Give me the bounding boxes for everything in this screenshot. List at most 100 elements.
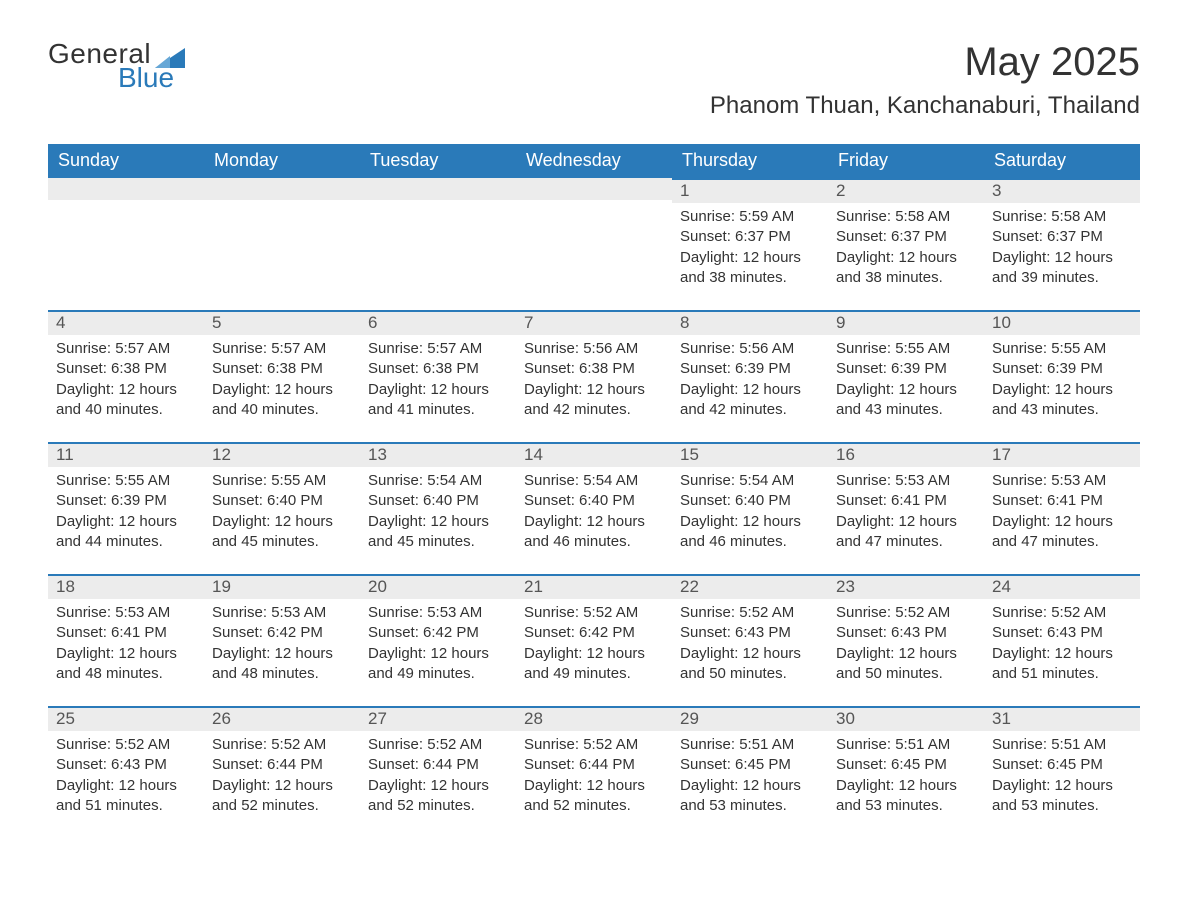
daylight-line: Daylight: 12 hours and 42 minutes. (524, 380, 664, 421)
day-number: 26 (204, 706, 360, 731)
calendar-cell: 19Sunrise: 5:53 AMSunset: 6:42 PMDayligh… (204, 574, 360, 706)
daylight-line: Daylight: 12 hours and 48 minutes. (212, 644, 352, 685)
calendar-cell: 12Sunrise: 5:55 AMSunset: 6:40 PMDayligh… (204, 442, 360, 574)
day-body: Sunrise: 5:52 AMSunset: 6:43 PMDaylight:… (828, 599, 984, 684)
daylight-line: Daylight: 12 hours and 38 minutes. (680, 248, 820, 289)
logo: General Blue (48, 40, 185, 92)
sunset-line: Sunset: 6:37 PM (992, 227, 1132, 247)
day-number: 10 (984, 310, 1140, 335)
sunset-line: Sunset: 6:41 PM (836, 491, 976, 511)
day-body: Sunrise: 5:53 AMSunset: 6:42 PMDaylight:… (360, 599, 516, 684)
sunset-line: Sunset: 6:38 PM (368, 359, 508, 379)
calendar-cell: 22Sunrise: 5:52 AMSunset: 6:43 PMDayligh… (672, 574, 828, 706)
day-body: Sunrise: 5:52 AMSunset: 6:44 PMDaylight:… (516, 731, 672, 816)
calendar-cell-empty (204, 178, 360, 310)
day-body: Sunrise: 5:51 AMSunset: 6:45 PMDaylight:… (984, 731, 1140, 816)
day-number: 13 (360, 442, 516, 467)
day-body: Sunrise: 5:53 AMSunset: 6:41 PMDaylight:… (828, 467, 984, 552)
sunrise-line: Sunrise: 5:51 AM (836, 735, 976, 755)
calendar-cell: 15Sunrise: 5:54 AMSunset: 6:40 PMDayligh… (672, 442, 828, 574)
weekday-header: Thursday (672, 144, 828, 178)
day-body: Sunrise: 5:53 AMSunset: 6:41 PMDaylight:… (984, 467, 1140, 552)
daylight-line: Daylight: 12 hours and 53 minutes. (680, 776, 820, 817)
day-body: Sunrise: 5:58 AMSunset: 6:37 PMDaylight:… (984, 203, 1140, 288)
title-block: May 2025 Phanom Thuan, Kanchanaburi, Tha… (710, 40, 1140, 134)
day-body: Sunrise: 5:54 AMSunset: 6:40 PMDaylight:… (672, 467, 828, 552)
sunrise-line: Sunrise: 5:59 AM (680, 207, 820, 227)
daylight-line: Daylight: 12 hours and 38 minutes. (836, 248, 976, 289)
sunset-line: Sunset: 6:41 PM (56, 623, 196, 643)
sunrise-line: Sunrise: 5:55 AM (836, 339, 976, 359)
calendar-cell-empty (516, 178, 672, 310)
sunrise-line: Sunrise: 5:52 AM (368, 735, 508, 755)
daylight-line: Daylight: 12 hours and 40 minutes. (212, 380, 352, 421)
sunrise-line: Sunrise: 5:54 AM (680, 471, 820, 491)
day-number: 15 (672, 442, 828, 467)
sunset-line: Sunset: 6:40 PM (680, 491, 820, 511)
day-number: 28 (516, 706, 672, 731)
day-number-empty (516, 178, 672, 200)
sunset-line: Sunset: 6:37 PM (680, 227, 820, 247)
sunset-line: Sunset: 6:44 PM (524, 755, 664, 775)
sunset-line: Sunset: 6:39 PM (992, 359, 1132, 379)
header: General Blue May 2025 Phanom Thuan, Kanc… (48, 40, 1140, 134)
calendar-cell: 3Sunrise: 5:58 AMSunset: 6:37 PMDaylight… (984, 178, 1140, 310)
day-body: Sunrise: 5:51 AMSunset: 6:45 PMDaylight:… (828, 731, 984, 816)
sunset-line: Sunset: 6:42 PM (524, 623, 664, 643)
daylight-line: Daylight: 12 hours and 53 minutes. (992, 776, 1132, 817)
day-body: Sunrise: 5:52 AMSunset: 6:43 PMDaylight:… (48, 731, 204, 816)
sunrise-line: Sunrise: 5:53 AM (368, 603, 508, 623)
weekday-header: Sunday (48, 144, 204, 178)
day-number: 3 (984, 178, 1140, 203)
day-body: Sunrise: 5:52 AMSunset: 6:43 PMDaylight:… (984, 599, 1140, 684)
daylight-line: Daylight: 12 hours and 46 minutes. (524, 512, 664, 553)
day-number: 12 (204, 442, 360, 467)
daylight-line: Daylight: 12 hours and 43 minutes. (992, 380, 1132, 421)
sunrise-line: Sunrise: 5:56 AM (524, 339, 664, 359)
day-number: 21 (516, 574, 672, 599)
sunrise-line: Sunrise: 5:54 AM (524, 471, 664, 491)
day-body: Sunrise: 5:55 AMSunset: 6:40 PMDaylight:… (204, 467, 360, 552)
sunset-line: Sunset: 6:40 PM (212, 491, 352, 511)
sunrise-line: Sunrise: 5:51 AM (680, 735, 820, 755)
sunset-line: Sunset: 6:44 PM (368, 755, 508, 775)
calendar-cell: 5Sunrise: 5:57 AMSunset: 6:38 PMDaylight… (204, 310, 360, 442)
calendar-cell: 26Sunrise: 5:52 AMSunset: 6:44 PMDayligh… (204, 706, 360, 838)
calendar-cell: 7Sunrise: 5:56 AMSunset: 6:38 PMDaylight… (516, 310, 672, 442)
calendar-cell: 24Sunrise: 5:52 AMSunset: 6:43 PMDayligh… (984, 574, 1140, 706)
day-number: 1 (672, 178, 828, 203)
daylight-line: Daylight: 12 hours and 46 minutes. (680, 512, 820, 553)
calendar-cell-empty (360, 178, 516, 310)
calendar-cell: 2Sunrise: 5:58 AMSunset: 6:37 PMDaylight… (828, 178, 984, 310)
day-body: Sunrise: 5:58 AMSunset: 6:37 PMDaylight:… (828, 203, 984, 288)
sunset-line: Sunset: 6:39 PM (680, 359, 820, 379)
daylight-line: Daylight: 12 hours and 49 minutes. (368, 644, 508, 685)
weekday-header: Friday (828, 144, 984, 178)
day-body: Sunrise: 5:59 AMSunset: 6:37 PMDaylight:… (672, 203, 828, 288)
calendar-cell: 16Sunrise: 5:53 AMSunset: 6:41 PMDayligh… (828, 442, 984, 574)
daylight-line: Daylight: 12 hours and 40 minutes. (56, 380, 196, 421)
day-number: 5 (204, 310, 360, 335)
weekday-header: Tuesday (360, 144, 516, 178)
calendar-cell: 14Sunrise: 5:54 AMSunset: 6:40 PMDayligh… (516, 442, 672, 574)
daylight-line: Daylight: 12 hours and 39 minutes. (992, 248, 1132, 289)
day-number: 31 (984, 706, 1140, 731)
sunrise-line: Sunrise: 5:52 AM (836, 603, 976, 623)
calendar-cell: 1Sunrise: 5:59 AMSunset: 6:37 PMDaylight… (672, 178, 828, 310)
day-number: 4 (48, 310, 204, 335)
day-body: Sunrise: 5:52 AMSunset: 6:44 PMDaylight:… (204, 731, 360, 816)
calendar-cell: 13Sunrise: 5:54 AMSunset: 6:40 PMDayligh… (360, 442, 516, 574)
daylight-line: Daylight: 12 hours and 44 minutes. (56, 512, 196, 553)
day-body: Sunrise: 5:57 AMSunset: 6:38 PMDaylight:… (360, 335, 516, 420)
sunset-line: Sunset: 6:45 PM (836, 755, 976, 775)
sunrise-line: Sunrise: 5:52 AM (56, 735, 196, 755)
daylight-line: Daylight: 12 hours and 50 minutes. (836, 644, 976, 685)
sunrise-line: Sunrise: 5:53 AM (992, 471, 1132, 491)
sunset-line: Sunset: 6:39 PM (56, 491, 196, 511)
day-number: 9 (828, 310, 984, 335)
day-number: 25 (48, 706, 204, 731)
day-number: 19 (204, 574, 360, 599)
day-number: 20 (360, 574, 516, 599)
daylight-line: Daylight: 12 hours and 53 minutes. (836, 776, 976, 817)
sunrise-line: Sunrise: 5:53 AM (56, 603, 196, 623)
